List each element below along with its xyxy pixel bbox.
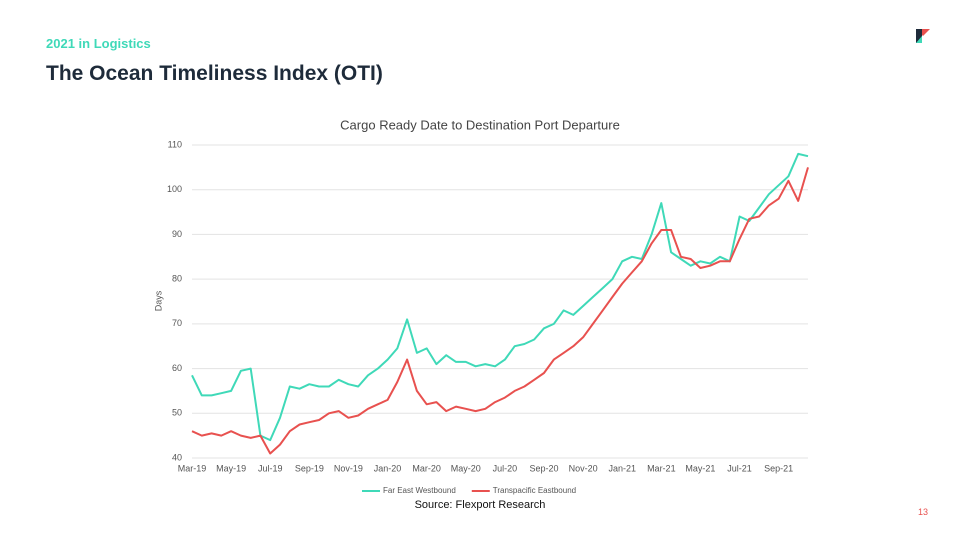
x-tick-label: Sep-21 [764, 463, 793, 473]
y-tick-label: 80 [172, 274, 182, 284]
x-tick-label: May-20 [451, 463, 481, 473]
y-tick-label: 110 [168, 139, 182, 149]
y-tick-label: 60 [172, 363, 182, 373]
x-tick-label: Nov-19 [334, 463, 363, 473]
x-tick-label: Mar-20 [412, 463, 441, 473]
y-axis-label: Days [153, 290, 163, 311]
logo [916, 29, 930, 43]
y-tick-label: 40 [172, 452, 182, 462]
page-number: 13 [918, 507, 929, 517]
y-tick-label: 100 [167, 184, 182, 194]
x-tick-label: Jan-20 [374, 463, 402, 473]
series-line [191, 167, 809, 455]
y-tick-label: 70 [172, 318, 182, 328]
x-tick-label: Nov-20 [569, 463, 598, 473]
x-tick-label: Mar-19 [178, 463, 207, 473]
source: Source: Flexport Research [415, 499, 546, 511]
x-tick-label: Jul-21 [727, 463, 752, 473]
x-tick-label: Jul-20 [493, 463, 518, 473]
x-tick-label: Sep-19 [295, 463, 324, 473]
kicker: 2021 in Logistics [46, 36, 151, 51]
y-tick-label: 50 [172, 408, 182, 418]
legend-label: Transpacific Eastbound [493, 486, 576, 495]
x-tick-label: Sep-20 [529, 463, 558, 473]
y-tick-label: 90 [172, 229, 182, 239]
x-tick-label: Mar-21 [647, 463, 676, 473]
series-line [191, 152, 809, 442]
x-tick-label: Jan-21 [608, 463, 636, 473]
x-tick-label: May-19 [216, 463, 246, 473]
x-tick-label: Jul-19 [258, 463, 283, 473]
x-tick-label: May-21 [685, 463, 715, 473]
legend-label: Far East Westbound [383, 486, 456, 495]
chart-title: Cargo Ready Date to Destination Port Dep… [340, 117, 620, 132]
slide-title: The Ocean Timeliness Index (OTI) [46, 62, 383, 85]
